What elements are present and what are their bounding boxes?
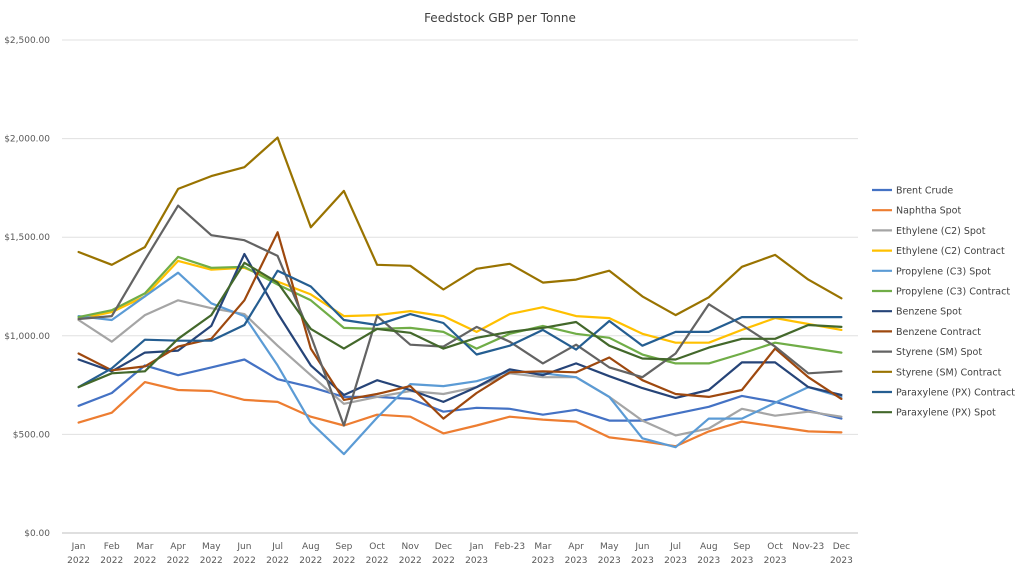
- x-tick-year-label: 2023: [764, 556, 787, 566]
- x-tick-label: Mar: [534, 542, 551, 552]
- x-tick-year-label: 2023: [730, 556, 753, 566]
- x-tick-label: Oct: [369, 542, 385, 552]
- legend-label: Naphtha Spot: [896, 206, 961, 217]
- x-tick-year-label: 2022: [233, 556, 256, 566]
- legend-label: Propylene (C3) Spot: [896, 266, 991, 277]
- x-tick-year-label: 2023: [830, 556, 853, 566]
- x-tick-label: Jul: [669, 542, 681, 552]
- x-tick-label: Nov-23: [792, 542, 824, 552]
- legend-label: Benzene Contract: [896, 327, 981, 338]
- x-tick-year-label: 2022: [133, 556, 156, 566]
- y-tick-label: $500.00: [13, 430, 50, 440]
- series-line-styrene-sm-spot: [77, 204, 843, 427]
- x-tick-label: Apr: [170, 542, 186, 552]
- legend-label: Styrene (SM) Spot: [896, 347, 982, 358]
- x-tick-label: Nov: [401, 542, 419, 552]
- y-tick-label: $1,000.00: [4, 332, 50, 342]
- x-tick-label: Dec: [435, 542, 452, 552]
- x-tick-label: May: [600, 542, 619, 552]
- x-tick-label: Jun: [236, 542, 251, 552]
- series-line-benzene-spot: [77, 252, 843, 403]
- legend-label: Styrene (SM) Contract: [896, 367, 1002, 378]
- series-line-styrene-sm-contract: [77, 136, 843, 317]
- legend-label: Ethylene (C2) Spot: [896, 226, 986, 237]
- series-line-brent-crude: [77, 358, 843, 422]
- series-line-propylene-c3-spot: [77, 271, 843, 456]
- x-tick-year-label: 2023: [598, 556, 621, 566]
- x-tick-year-label: 2022: [332, 556, 355, 566]
- legend-label: Paraxylene (PX) Contract: [896, 388, 1015, 399]
- x-tick-year-label: 2022: [299, 556, 322, 566]
- x-tick-label: Aug: [302, 542, 320, 552]
- y-tick-label: $2,500.00: [4, 36, 50, 46]
- legend-label: Propylene (C3) Contract: [896, 287, 1010, 298]
- gridlines: [62, 39, 858, 534]
- x-axis-tick-labels: Jan 2022 Feb 2022 Mar 2022 Apr 2022 May 2022 Jun 20…: [67, 542, 853, 566]
- x-tick-year-label: 2023: [531, 556, 554, 566]
- x-tick-label: Feb-23: [494, 542, 525, 552]
- x-tick-label: May: [202, 542, 221, 552]
- x-tick-label: Jul: [271, 542, 283, 552]
- x-tick-year-label: 2023: [664, 556, 687, 566]
- x-tick-year-label: 2023: [697, 556, 720, 566]
- series-line-naphtha-spot: [77, 381, 843, 448]
- x-tick-label: Oct: [767, 542, 783, 552]
- series-lines: [77, 136, 843, 456]
- x-tick-label: Sep: [733, 542, 750, 552]
- series-line-paraxylene-px-spot: [77, 261, 843, 389]
- series-line-paraxylene-px-contract: [77, 269, 843, 389]
- y-tick-label: $2,000.00: [4, 135, 50, 145]
- x-tick-label: Sep: [335, 542, 352, 552]
- legend: Brent Crude Naphtha Spot Ethylene (C2) Spo…: [872, 186, 1015, 419]
- x-tick-year-label: 2022: [167, 556, 190, 566]
- x-tick-label: Jan: [71, 542, 86, 552]
- x-tick-label: Jan: [469, 542, 484, 552]
- chart-title: Feedstock GBP per Tonne: [424, 11, 576, 25]
- x-tick-year-label: 2022: [67, 556, 90, 566]
- x-tick-label: Mar: [136, 542, 153, 552]
- x-tick-label: Dec: [833, 542, 850, 552]
- y-tick-label: $0.00: [24, 529, 50, 539]
- series-line-ethylene-c2-contract: [77, 259, 843, 344]
- legend-label: Paraxylene (PX) Spot: [896, 408, 996, 419]
- x-tick-year-label: 2023: [565, 556, 588, 566]
- x-tick-label: Jun: [634, 542, 649, 552]
- x-tick-year-label: 2022: [200, 556, 223, 566]
- x-tick-year-label: 2022: [100, 556, 123, 566]
- x-tick-label: Aug: [700, 542, 718, 552]
- y-tick-label: $1,500.00: [4, 233, 50, 243]
- x-tick-year-label: 2022: [399, 556, 422, 566]
- series-line-propylene-c3-contract: [77, 255, 843, 365]
- x-tick-year-label: 2022: [366, 556, 389, 566]
- legend-label: Ethylene (C2) Contract: [896, 246, 1005, 257]
- x-tick-year-label: 2023: [465, 556, 488, 566]
- y-axis-tick-labels: $0.00 $500.00 $1,000.00 $1,500.00 $2,000.00 $…: [4, 36, 50, 539]
- x-tick-label: Feb: [104, 542, 120, 552]
- x-tick-year-label: 2022: [266, 556, 289, 566]
- x-tick-year-label: 2022: [432, 556, 455, 566]
- legend-label: Benzene Spot: [896, 307, 962, 318]
- legend-label: Brent Crude: [896, 186, 953, 197]
- x-tick-year-label: 2023: [631, 556, 654, 566]
- x-tick-label: Apr: [568, 542, 584, 552]
- series-line-ethylene-c2-spot: [77, 299, 843, 437]
